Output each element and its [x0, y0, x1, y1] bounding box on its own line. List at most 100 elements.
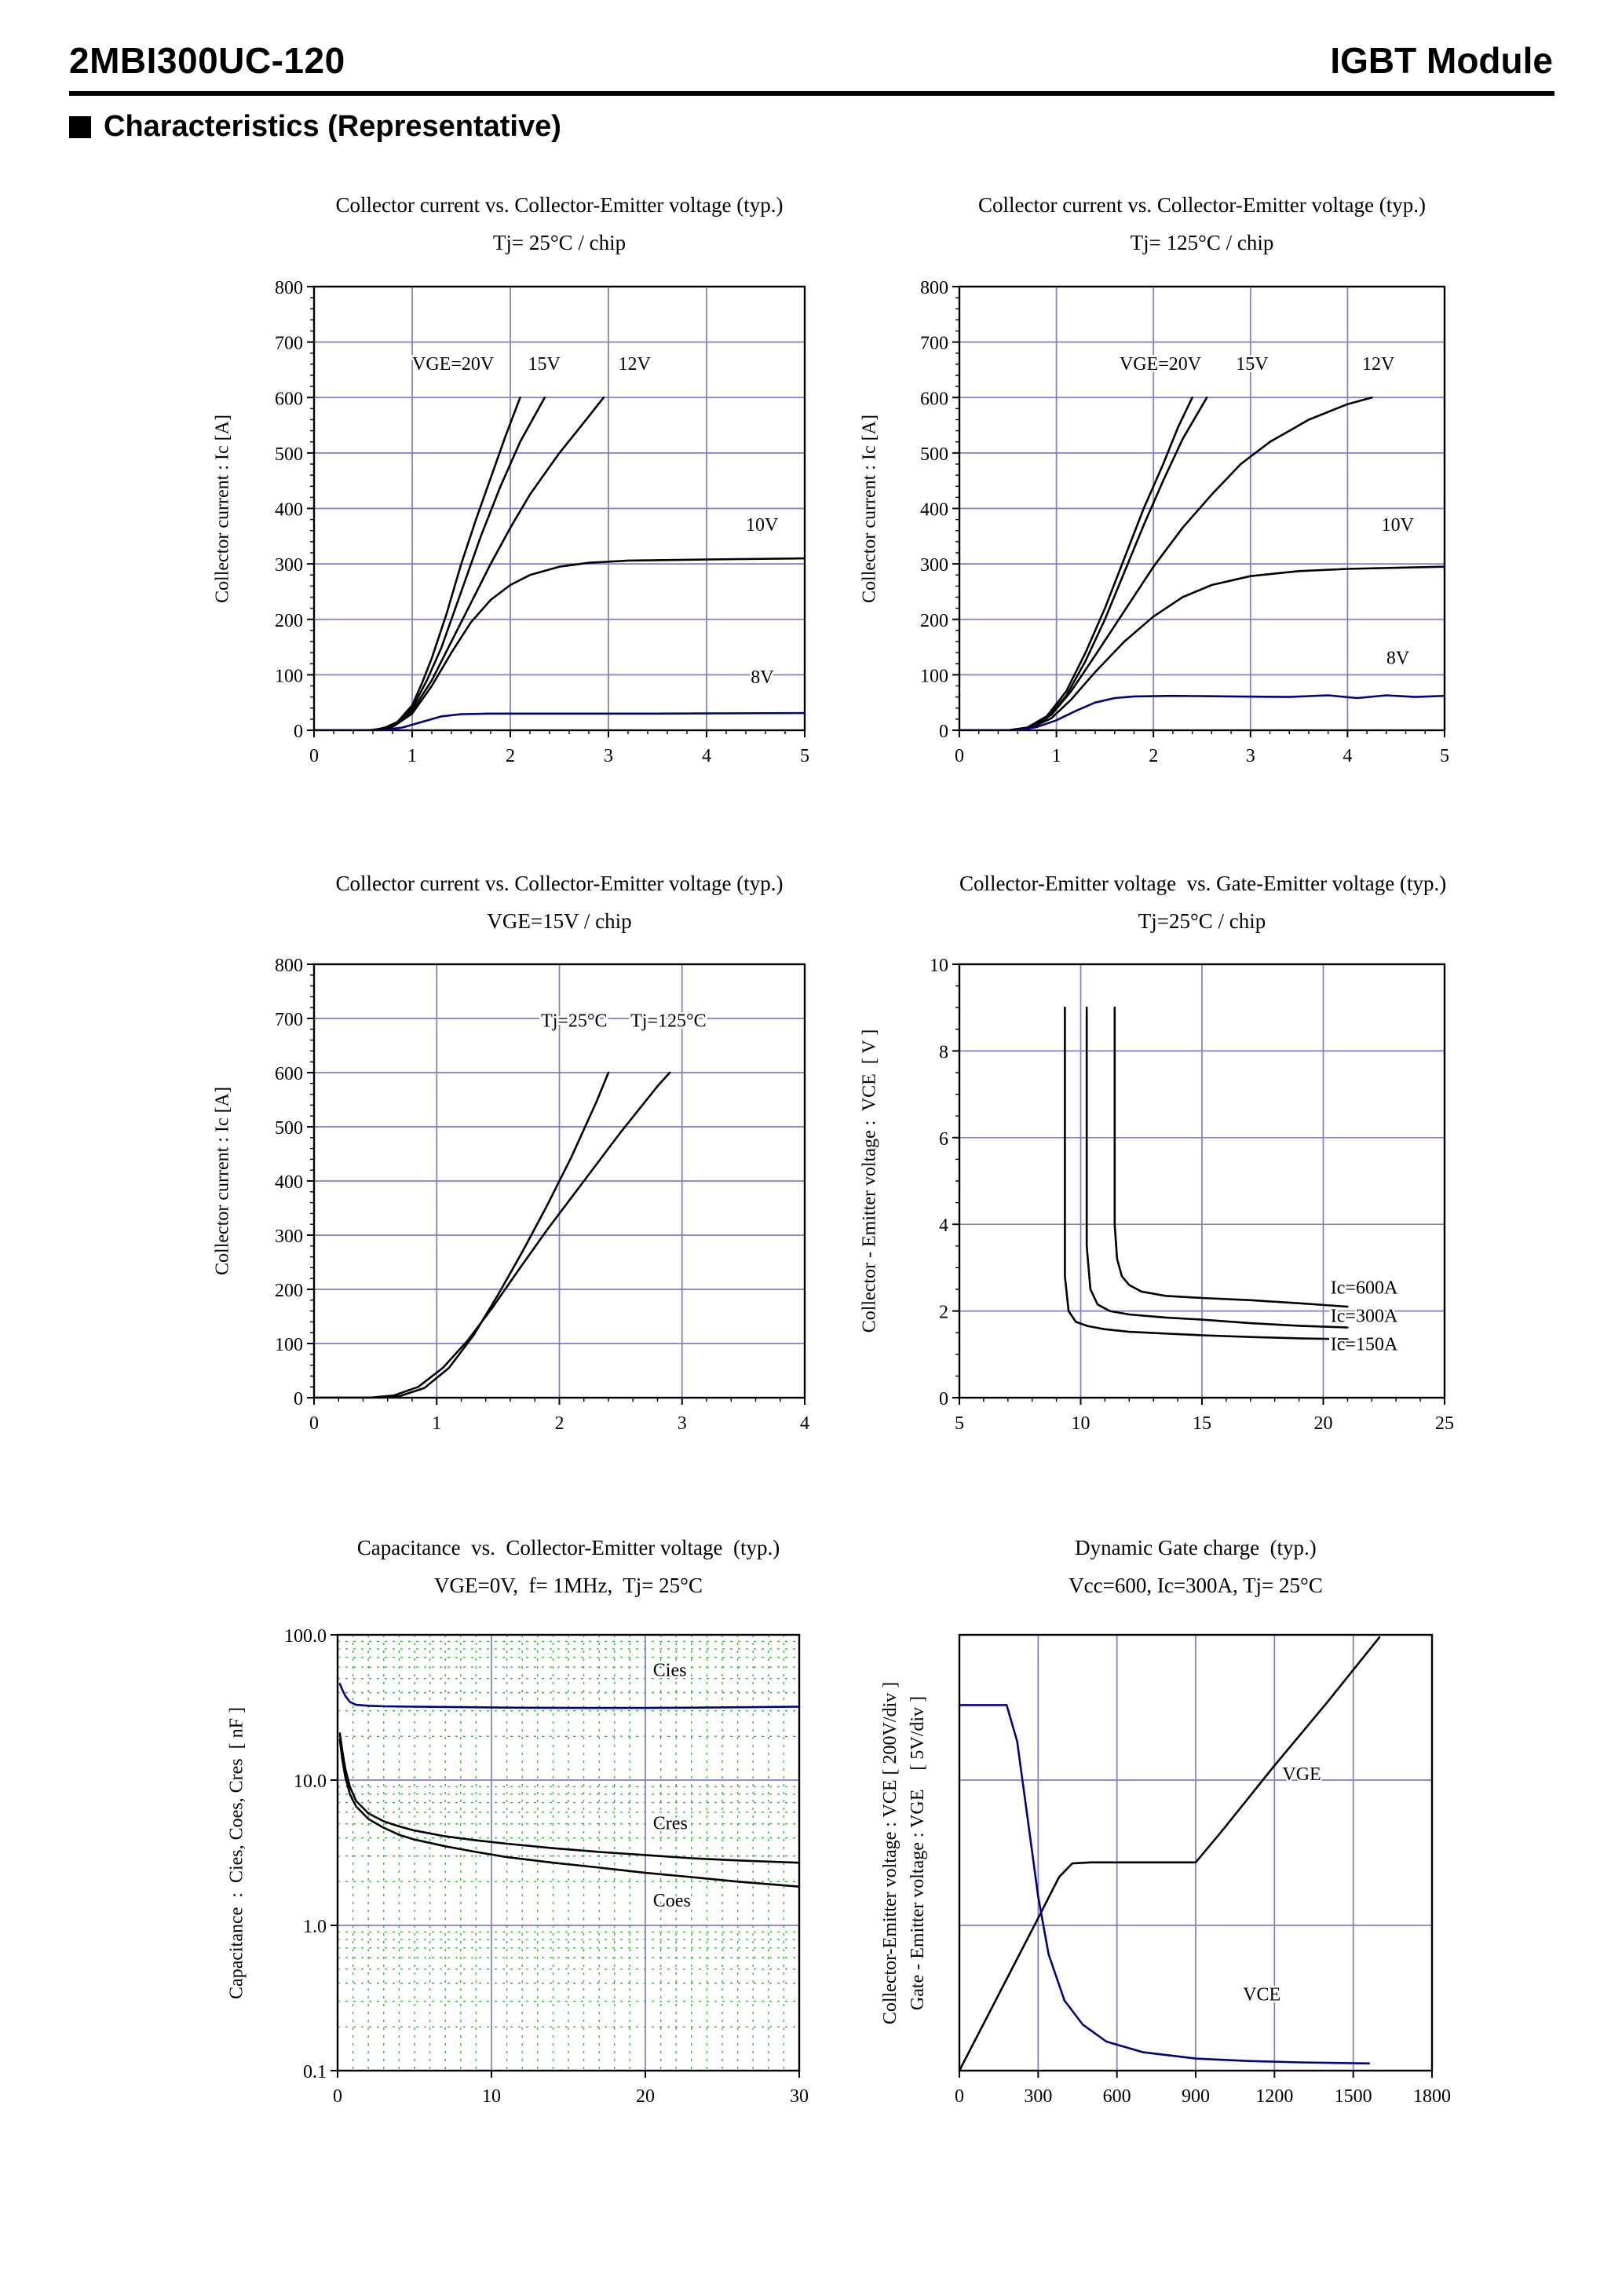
curve-label: Coes — [653, 1891, 691, 1911]
part-number-title: 2MBI300UC-120 — [69, 40, 345, 81]
x-tick-label: 3 — [678, 1413, 687, 1434]
chart-svg: 0 1 2 3 4 5 0 100 200 300 400 500 600 700 800 VGE=20V 15… — [920, 278, 1449, 766]
series-VGE=8V — [959, 694, 1445, 730]
chart-canvas: 0 300 600 900 1200 1500 1800 VGE VCE — [897, 1624, 1467, 2114]
series-Ic=150A — [1064, 1006, 1349, 1340]
y-tick-label: 6 — [939, 1129, 948, 1150]
x-tick-label: 10 — [1072, 1413, 1090, 1434]
y-axis-label: Collector current : Ic [A] — [859, 415, 880, 603]
y-axis-label: Collector - Emitter voltage : VCE [ V ] — [859, 1029, 880, 1333]
y-tick-label: 8 — [939, 1042, 948, 1062]
chart-svg: 0 10 20 30 0.1 1.0 10.0 100.0 Cies Cres Coes — [284, 1626, 809, 2107]
y-tick-label: 700 — [275, 1010, 303, 1030]
chart-title: Collector current vs. Collector-Emitter … — [335, 193, 784, 217]
curve-label: 12V — [619, 354, 652, 375]
chart-subtitle: Tj=25°C / chip — [1138, 909, 1266, 933]
x-tick-label: 300 — [1024, 2086, 1052, 2107]
y-tick-label: 500 — [920, 444, 948, 465]
x-tick-label: 900 — [1182, 2086, 1210, 2107]
section-heading: Characteristics (Representative) — [69, 110, 561, 144]
chart-subtitle: VGE=15V / chip — [487, 909, 632, 933]
y-tick-label: 800 — [275, 956, 303, 976]
y-tick-label: 600 — [275, 1064, 303, 1084]
module-type-title: IGBT Module — [1330, 40, 1553, 81]
chart-svg: 0 1 2 3 4 0 100 200 300 400 500 600 700 800 Tj=25°C Tj=… — [275, 956, 809, 1434]
curve-label: Ic=600A — [1331, 1278, 1398, 1299]
curve-label: VGE=20V — [1120, 354, 1202, 375]
y-tick-label: 10 — [930, 956, 948, 976]
chart-canvas: 5 10 15 20 25 0 2 4 6 8 10 Ic=600A Ic=300A Ic=150A — [897, 953, 1480, 1441]
y-tick-label: 0 — [294, 722, 303, 742]
x-tick-label: 1 — [407, 746, 417, 766]
y-tick-label: 200 — [920, 611, 948, 631]
series-Cies — [338, 1683, 799, 1709]
y-tick-label: 0 — [294, 1389, 303, 1409]
chart-subtitle: Tj= 125°C / chip — [1130, 231, 1274, 254]
curve-label: 10V — [1382, 515, 1415, 536]
x-tick-label: 5 — [1440, 746, 1449, 766]
curve-label: 10V — [746, 515, 779, 536]
chart-title: Collector-Emitter voltage vs. Gate-Emitt… — [959, 872, 1447, 895]
chart-title: Collector current vs. Collector-Emitter … — [977, 193, 1427, 217]
series-Ic=600A — [1113, 1006, 1349, 1308]
chart-canvas: 0 10 20 30 0.1 1.0 10.0 100.0 Cies Cres Coes — [275, 1624, 835, 2114]
x-tick-label: 4 — [800, 1413, 809, 1434]
y-tick-label: 700 — [920, 334, 948, 354]
x-tick-label: 5 — [955, 1413, 964, 1434]
y-tick-label: 400 — [920, 500, 948, 521]
y-tick-label: 0.1 — [303, 2062, 327, 2082]
chart-subtitle: VGE=0V, f= 1MHz, Tj= 25°C — [434, 1574, 703, 1597]
x-tick-label: 5 — [800, 746, 809, 766]
series-VGE=12V — [959, 397, 1373, 730]
curve-label: VCE — [1243, 1985, 1280, 2005]
y-axis-label: Collector current : Ic [A] — [212, 415, 233, 603]
x-tick-label: 25 — [1435, 1413, 1454, 1434]
x-tick-label: 2 — [506, 746, 515, 766]
series-Coes — [338, 1738, 799, 1888]
x-tick-label: 30 — [790, 2086, 809, 2107]
y-tick-label: 100 — [275, 666, 303, 686]
y-tick-label: 800 — [275, 278, 303, 298]
y-tick-label: 100 — [275, 1335, 303, 1355]
curve-label: 8V — [751, 667, 774, 688]
y-axis-label: Capacitance : Cies, Coes, Cres [ nF ] — [226, 1707, 247, 1999]
chart-canvas: 0 1 2 3 4 0 100 200 300 400 500 600 700 800 Tj=25°C Tj=… — [251, 953, 840, 1441]
y-tick-label: 2 — [939, 1303, 948, 1323]
y-tick-label: 600 — [920, 389, 948, 409]
chart-canvas: 0 1 2 3 4 5 0 100 200 300 400 500 600 700 800 VGE=20V 15… — [251, 276, 840, 773]
x-tick-label: 15 — [1193, 1413, 1211, 1434]
series-VCE — [959, 1704, 1371, 2065]
x-tick-label: 0 — [955, 746, 964, 766]
y-tick-label: 400 — [275, 500, 303, 521]
chart-title: Capacitance vs. Collector-Emitter voltag… — [356, 1536, 780, 1559]
curve-label: VGE — [1282, 1764, 1321, 1785]
series-Ic=300A — [1085, 1006, 1349, 1329]
x-tick-label: 0 — [309, 1413, 319, 1434]
x-tick-label: 3 — [1246, 746, 1255, 766]
y-tick-label: 500 — [275, 1118, 303, 1139]
series-VGE — [959, 1636, 1381, 2071]
x-tick-label: 3 — [604, 746, 613, 766]
x-tick-label: 20 — [1314, 1413, 1333, 1434]
header-rule — [69, 91, 1554, 96]
x-tick-label: 0 — [955, 2086, 964, 2107]
y-tick-label: 200 — [275, 1281, 303, 1301]
x-tick-label: 1500 — [1335, 2086, 1372, 2107]
chart-subtitle: Vcc=600, Ic=300A, Tj= 25°C — [1069, 1574, 1323, 1597]
curve-label: 8V — [1386, 648, 1410, 668]
x-tick-label: 1200 — [1255, 2086, 1293, 2107]
series-VGE=8V — [314, 711, 805, 730]
y-tick-label: 4 — [939, 1216, 948, 1236]
curve-label: VGE=20V — [412, 354, 495, 375]
x-tick-label: 1 — [432, 1413, 441, 1434]
curve-label: Cres — [653, 1813, 688, 1834]
section-heading-label: Characteristics (Representative) — [104, 110, 561, 143]
chart-svg: 5 10 15 20 25 0 2 4 6 8 10 Ic=600A Ic=300A Ic=150A — [930, 956, 1454, 1434]
curve-label: Ic=150A — [1331, 1334, 1398, 1355]
series-Cres — [338, 1732, 799, 1864]
x-tick-label: 2 — [555, 1413, 564, 1434]
curve-label: Cies — [653, 1661, 687, 1681]
y-tick-label: 0 — [939, 1389, 948, 1409]
x-tick-label: 1800 — [1413, 2086, 1451, 2107]
y-tick-label: 300 — [275, 555, 303, 576]
